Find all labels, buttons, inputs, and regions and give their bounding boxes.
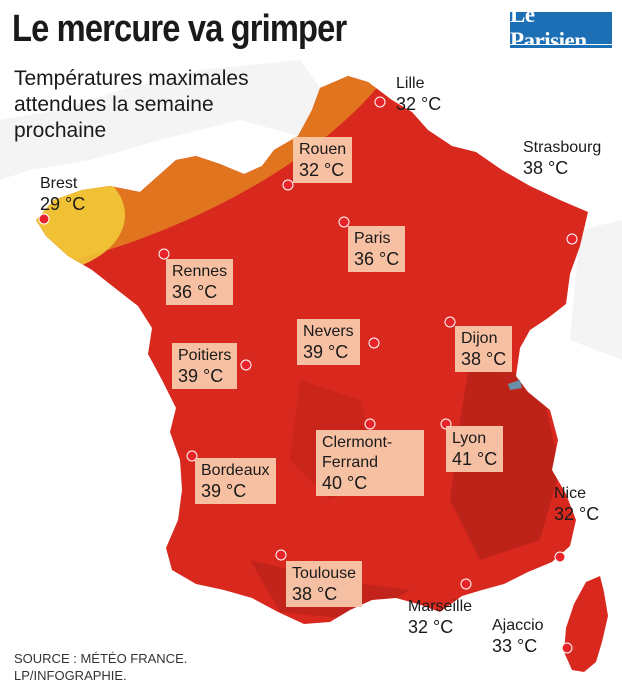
city-label-brest: Brest 29 °C (40, 174, 85, 214)
city-name: Lille (396, 75, 425, 92)
city-name: Ajaccio (492, 617, 544, 634)
city-name: Nice (554, 485, 587, 502)
city-dot-paris (338, 216, 350, 228)
city-label-ajaccio: Ajaccio 33 °C (492, 616, 544, 656)
city-dot-marseille (460, 578, 472, 590)
city-name: Dijon (461, 330, 498, 347)
city-temp: 32 °C (408, 617, 454, 637)
city-dot-poitiers (240, 359, 252, 371)
city-label-bordeaux: Bordeaux 39 °C (195, 458, 276, 504)
city-temp: 36 °C (354, 249, 400, 269)
city-name: Rouen (299, 141, 347, 158)
city-name: Toulouse (292, 565, 357, 582)
city-dot-strasbourg (566, 233, 578, 245)
city-name: Lyon (452, 430, 487, 447)
city-temp: 40 °C (322, 473, 368, 493)
city-label-paris: Paris 36 °C (348, 226, 406, 272)
city-dot-rouen (282, 179, 294, 191)
city-label-lille: Lille 32 °C (396, 74, 441, 114)
logo-text: Le Parisien (510, 2, 587, 53)
city-name: Paris (354, 230, 391, 247)
city-label-lyon: Lyon 41 °C (446, 426, 504, 472)
city-name: Poitiers (178, 347, 232, 364)
city-temp: 32 °C (396, 94, 442, 114)
city-temp: 41 °C (452, 449, 498, 469)
source-line-1: SOURCE : MÉTÉO FRANCE. (14, 651, 188, 666)
city-temp: 39 °C (201, 481, 247, 501)
city-dot-clermont (364, 418, 376, 430)
city-name: Nevers (303, 323, 354, 340)
city-dots (38, 96, 578, 654)
le-parisien-logo: Le Parisien (510, 2, 612, 53)
city-name: Clermont-Ferrand (322, 434, 393, 471)
city-dot-dijon (444, 316, 456, 328)
city-dot-toulouse (275, 549, 287, 561)
city-dot-brest (38, 213, 50, 225)
city-label-poitiers: Poitiers 39 °C (172, 343, 238, 389)
city-name: Marseille (408, 598, 473, 615)
source-line-2: LP/INFOGRAPHIE. (14, 668, 127, 683)
city-name: Brest (40, 175, 78, 192)
city-label-rouen: Rouen 32 °C (293, 137, 353, 183)
city-temp: 38 °C (523, 158, 569, 178)
city-label-strasbourg: Strasbourg 38 °C (523, 138, 601, 178)
city-dot-bordeaux (186, 450, 198, 462)
city-label-dijon: Dijon 38 °C (455, 326, 513, 372)
city-temp: 38 °C (292, 584, 338, 604)
city-label-toulouse: Toulouse 38 °C (286, 561, 363, 607)
page-title: Le mercure va grimper (12, 8, 347, 50)
city-label-nevers: Nevers 39 °C (297, 319, 360, 365)
city-temp: 29 °C (40, 194, 86, 214)
city-temp: 39 °C (303, 342, 349, 362)
city-dot-rennes (158, 248, 170, 260)
city-temp: 38 °C (461, 349, 507, 369)
page-subtitle: Températures maximales attendues la sema… (14, 67, 249, 142)
city-dot-ajaccio (561, 642, 573, 654)
city-label-rennes: Rennes 36 °C (166, 259, 234, 305)
city-name: Strasbourg (523, 139, 602, 156)
city-label-nice: Nice 32 °C (554, 484, 599, 524)
city-label-clermont: Clermont-Ferrand 40 °C (316, 430, 424, 496)
city-name: Bordeaux (201, 462, 270, 479)
city-temp: 32 °C (299, 160, 345, 180)
city-dot-nice (554, 551, 566, 563)
source-credit: SOURCE : MÉTÉO FRANCE. LP/INFOGRAPHIE. (14, 650, 187, 684)
city-dot-lille (374, 96, 386, 108)
city-dot-nevers (368, 337, 380, 349)
city-label-marseille: Marseille 32 °C (408, 597, 472, 637)
city-temp: 39 °C (178, 366, 224, 386)
city-temp: 32 °C (554, 504, 600, 524)
city-temp: 36 °C (172, 282, 218, 302)
city-name: Rennes (172, 263, 228, 280)
city-temp: 33 °C (492, 636, 538, 656)
